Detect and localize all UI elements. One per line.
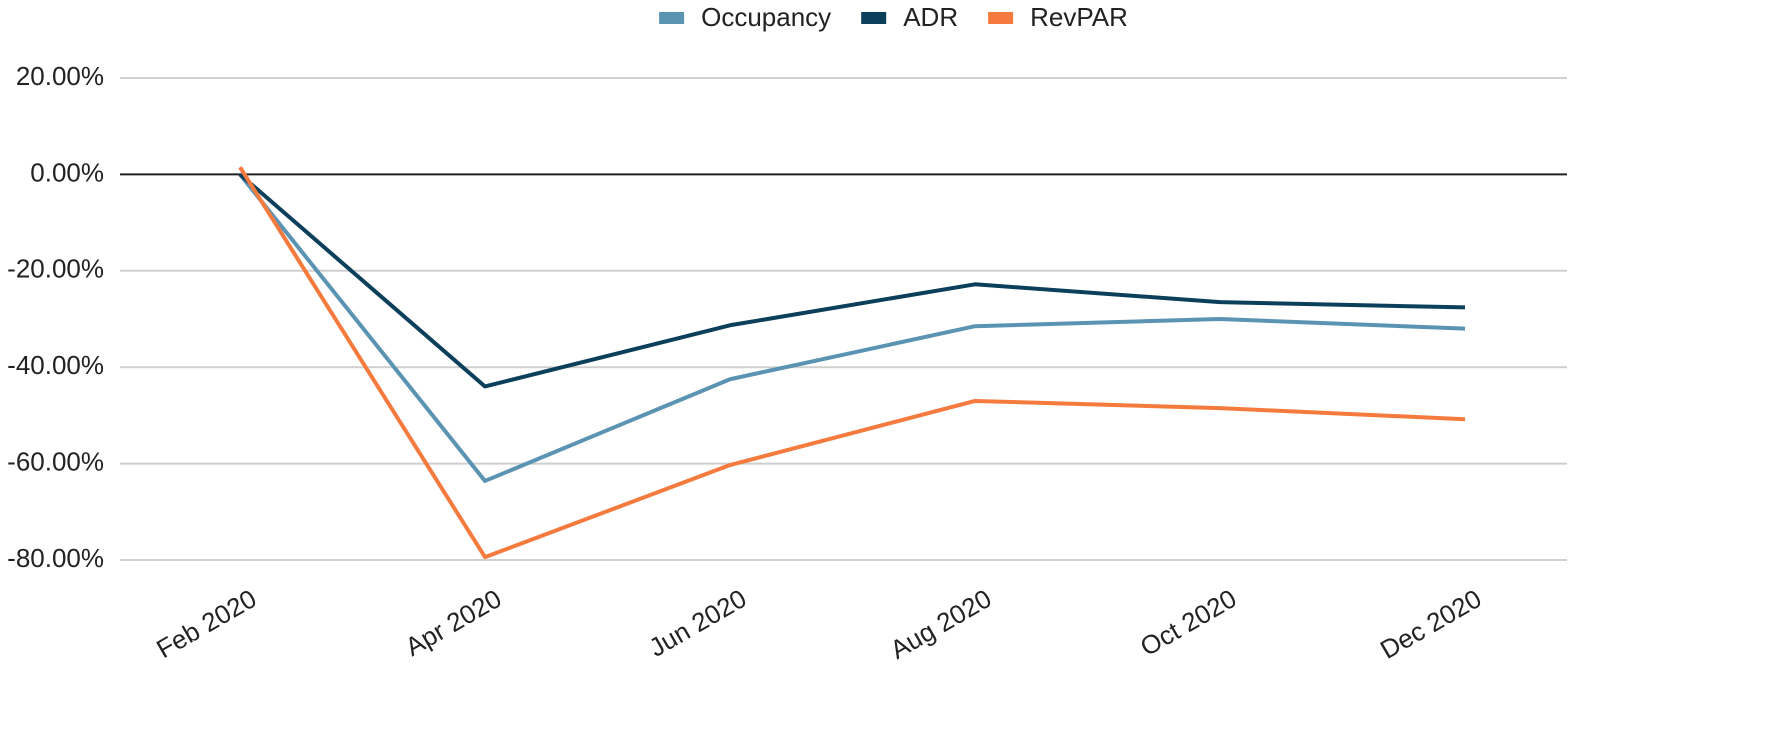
y-tick-label: -40.00% bbox=[7, 350, 104, 380]
series-line bbox=[238, 173, 1466, 483]
y-tick-label: 0.00% bbox=[30, 157, 104, 187]
y-tick-label: 20.00% bbox=[16, 61, 104, 91]
legend-swatch bbox=[988, 12, 1014, 24]
y-tick-label: -80.00% bbox=[7, 543, 104, 573]
legend-label: ADR bbox=[903, 2, 958, 32]
x-tick-label: Apr 2020 bbox=[400, 583, 506, 662]
x-tick-label: Oct 2020 bbox=[1135, 583, 1241, 662]
x-tick-label: Jun 2020 bbox=[644, 583, 752, 662]
legend-swatch bbox=[861, 12, 887, 24]
legend-label: RevPAR bbox=[1030, 2, 1128, 32]
series-line bbox=[238, 172, 1466, 389]
legend-swatch bbox=[659, 12, 685, 24]
y-tick-label: -60.00% bbox=[7, 446, 104, 476]
x-tick-label: Feb 2020 bbox=[151, 583, 261, 664]
legend-label: Occupancy bbox=[701, 2, 831, 32]
x-tick-label: Dec 2020 bbox=[1375, 583, 1486, 665]
x-tick-label: Aug 2020 bbox=[885, 583, 996, 665]
legend: Occupancy ADR RevPAR bbox=[659, 2, 1128, 32]
y-tick-label: -20.00% bbox=[7, 254, 104, 284]
series-line bbox=[238, 166, 1466, 560]
